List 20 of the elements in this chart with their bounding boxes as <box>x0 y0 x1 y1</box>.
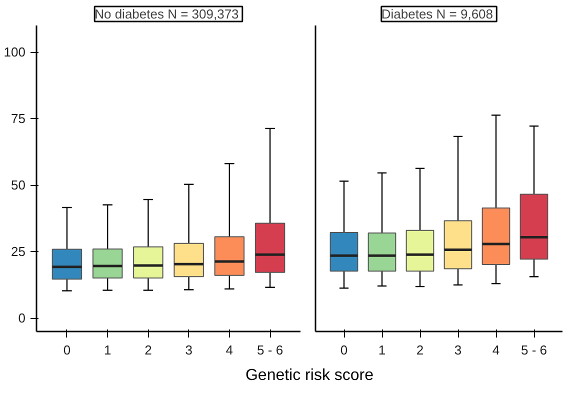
x-tick-label: 0 <box>63 342 71 358</box>
x-tick-label: 5 - 6 <box>257 342 284 358</box>
y-tick-label: 75 <box>11 111 26 126</box>
chart-title: Diabetes N = 9,608 <box>381 6 494 22</box>
x-tick-label: 4 <box>226 342 234 358</box>
chart-title: No diabetes N = 309,373 <box>94 6 239 22</box>
y-tick-label: 25 <box>11 244 26 260</box>
x-tick-label: 3 <box>185 342 192 358</box>
y-tick-label: 0 <box>18 310 26 326</box>
y-tick-label: 100 <box>4 44 26 60</box>
y-tick-label: 50 <box>11 178 26 193</box>
x-tick-label: 2 <box>416 342 424 358</box>
x-axis-title: Genetic risk score <box>245 366 374 386</box>
x-tick-label: 3 <box>454 342 462 358</box>
x-tick-label: 4 <box>492 342 500 358</box>
x-tick-label: 1 <box>104 342 112 358</box>
x-tick-label: 0 <box>340 342 348 358</box>
x-tick-label: 2 <box>144 342 152 358</box>
x-tick-label: 5 - 6 <box>520 342 548 358</box>
x-tick-label: 1 <box>378 342 386 358</box>
